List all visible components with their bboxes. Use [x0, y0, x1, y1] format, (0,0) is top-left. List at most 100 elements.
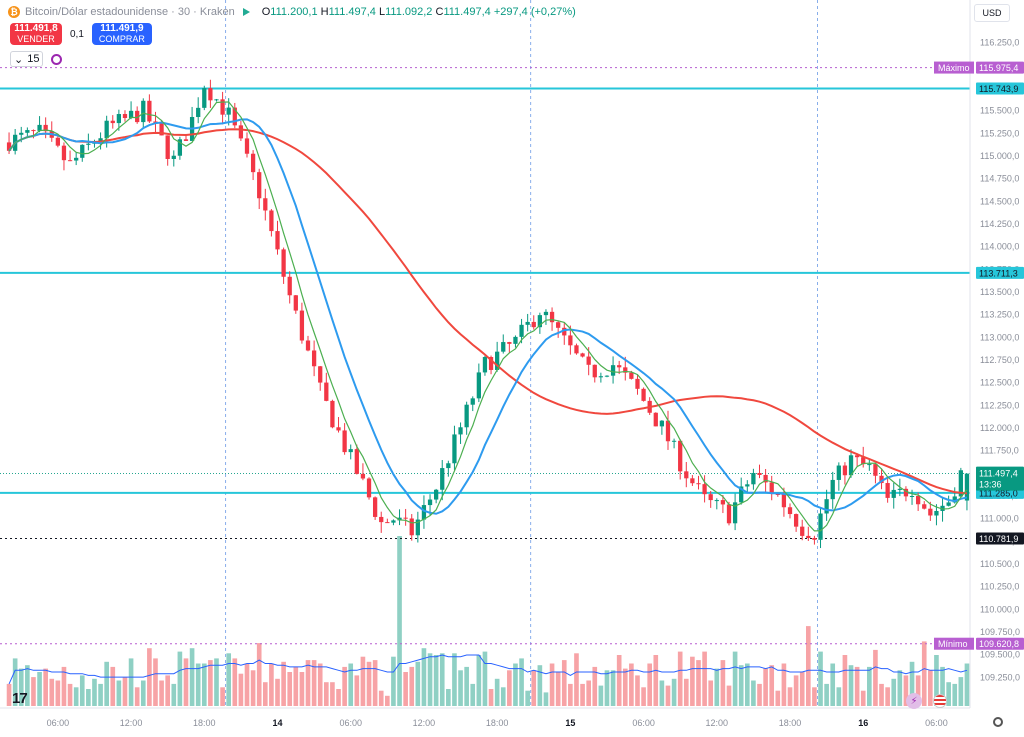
- candle-body[interactable]: [354, 449, 359, 474]
- candle-body[interactable]: [537, 315, 542, 328]
- candle-body[interactable]: [269, 210, 274, 232]
- candle-body[interactable]: [281, 249, 286, 277]
- symbol-title[interactable]: Bitcoin/Dólar estadounidense · 30 · Krak…: [25, 6, 235, 18]
- candle-body[interactable]: [848, 455, 854, 476]
- candle-body[interactable]: [726, 504, 732, 524]
- candle-body[interactable]: [305, 340, 311, 351]
- candle-body[interactable]: [659, 420, 665, 427]
- candle-body[interactable]: [403, 517, 408, 519]
- candle-body[interactable]: [440, 468, 445, 490]
- candle-body[interactable]: [702, 484, 707, 495]
- candle-body[interactable]: [391, 520, 396, 523]
- candle-body[interactable]: [769, 482, 774, 495]
- candle-body[interactable]: [720, 500, 726, 505]
- candle-body[interactable]: [580, 353, 585, 357]
- candle-body[interactable]: [330, 400, 335, 428]
- candle-body[interactable]: [604, 375, 610, 377]
- time-axis[interactable]: 06:00 12:00 18:00 14 06:00 12:00 18:00 15 06:00 1…: [0, 707, 970, 728]
- candle-body[interactable]: [696, 483, 701, 485]
- candle-body[interactable]: [372, 497, 378, 517]
- candle-body[interactable]: [507, 342, 512, 344]
- candle-body[interactable]: [208, 88, 213, 101]
- candle-body[interactable]: [135, 110, 140, 123]
- candle-body[interactable]: [244, 138, 250, 154]
- candle-body[interactable]: [171, 155, 176, 159]
- candle-body[interactable]: [952, 496, 957, 503]
- candle-body[interactable]: [55, 137, 60, 146]
- candle-body[interactable]: [525, 321, 530, 325]
- candle-body[interactable]: [598, 376, 604, 378]
- candle-body[interactable]: [812, 537, 817, 540]
- candle-body[interactable]: [183, 139, 189, 141]
- candle-body[interactable]: [397, 517, 402, 521]
- candle-body[interactable]: [745, 484, 750, 487]
- candle-body[interactable]: [574, 345, 579, 354]
- candle-body[interactable]: [836, 465, 841, 480]
- candle-body[interactable]: [885, 483, 890, 498]
- candle-body[interactable]: [464, 404, 469, 428]
- candle-body[interactable]: [348, 449, 353, 453]
- sell-button[interactable]: 111.491,8 VENDER: [10, 23, 62, 45]
- candle-body[interactable]: [830, 479, 835, 500]
- candle-body[interactable]: [549, 311, 555, 323]
- candle-body[interactable]: [482, 357, 488, 373]
- candle-body[interactable]: [757, 472, 762, 475]
- candle-body[interactable]: [214, 99, 219, 101]
- candle-body[interactable]: [897, 488, 902, 490]
- candle-body[interactable]: [629, 372, 634, 379]
- candle-body[interactable]: [586, 356, 591, 365]
- candle-body[interactable]: [671, 440, 677, 442]
- candle-body[interactable]: [592, 364, 597, 378]
- candle-body[interactable]: [903, 488, 909, 497]
- candle-body[interactable]: [366, 478, 372, 498]
- tradingview-logo[interactable]: 17: [12, 690, 28, 707]
- candle-body[interactable]: [342, 430, 347, 453]
- candle-body[interactable]: [147, 100, 152, 122]
- candle-body[interactable]: [446, 463, 451, 469]
- candle-body[interactable]: [74, 157, 79, 161]
- candle-body[interactable]: [67, 160, 73, 162]
- candle-body[interactable]: [415, 519, 420, 536]
- candle-body[interactable]: [958, 470, 963, 497]
- horizontal-levels[interactable]: [0, 67, 970, 645]
- candle-body[interactable]: [293, 295, 298, 311]
- candle-body[interactable]: [128, 110, 134, 119]
- candle-body[interactable]: [940, 505, 945, 511]
- candle-body[interactable]: [916, 496, 921, 505]
- candle-body[interactable]: [104, 120, 109, 139]
- candle-body[interactable]: [19, 132, 24, 135]
- candle-body[interactable]: [922, 504, 927, 509]
- candle-body[interactable]: [684, 471, 689, 479]
- candle-body[interactable]: [934, 510, 939, 516]
- candle-body[interactable]: [177, 139, 183, 156]
- candle-body[interactable]: [25, 130, 30, 133]
- candle-body[interactable]: [867, 464, 872, 466]
- candle-body[interactable]: [159, 122, 164, 136]
- indicator-toggle[interactable]: ⌄ 15: [10, 51, 44, 67]
- candle-body[interactable]: [434, 489, 439, 500]
- candle-body[interactable]: [488, 357, 494, 370]
- candle-body[interactable]: [80, 144, 85, 158]
- candle-body[interactable]: [623, 367, 628, 373]
- candle-body[interactable]: [635, 378, 640, 389]
- candle-body[interactable]: [324, 382, 329, 401]
- candle-body[interactable]: [238, 125, 244, 139]
- candle-body[interactable]: [519, 324, 524, 337]
- candle-body[interactable]: [476, 372, 481, 399]
- candle-body[interactable]: [653, 412, 658, 427]
- candle-body[interactable]: [311, 350, 317, 367]
- candle-body[interactable]: [556, 322, 561, 328]
- lightning-icon[interactable]: ⚡: [906, 693, 922, 709]
- indicator-settings-icon[interactable]: [51, 53, 63, 65]
- candle-body[interactable]: [928, 508, 933, 516]
- candle-body[interactable]: [732, 502, 738, 524]
- candle-body[interactable]: [763, 474, 768, 483]
- candle-body[interactable]: [421, 505, 427, 520]
- candle-body[interactable]: [61, 145, 67, 161]
- candle-body[interactable]: [379, 516, 384, 523]
- settings-gear-icon[interactable]: [993, 717, 1003, 727]
- candle-body[interactable]: [263, 198, 268, 211]
- candle-body[interactable]: [98, 138, 103, 143]
- candle-body[interactable]: [543, 311, 549, 316]
- candle-body[interactable]: [806, 535, 811, 538]
